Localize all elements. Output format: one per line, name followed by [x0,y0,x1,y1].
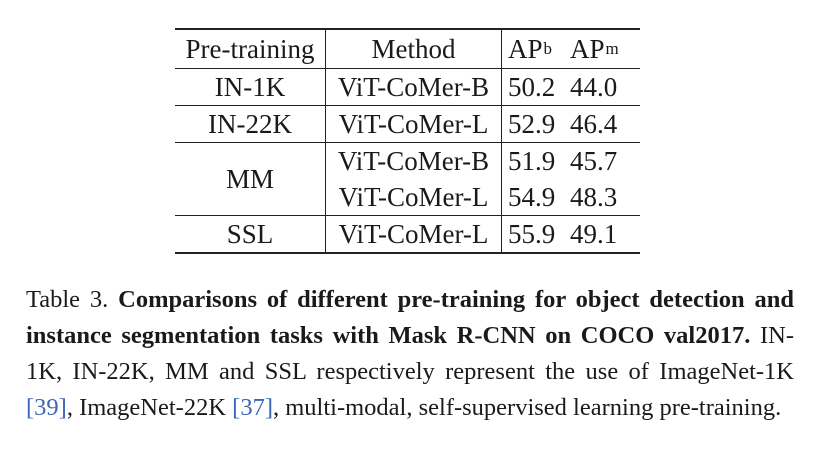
cell-ap-box: 54.9 [508,181,556,212]
caption-body: , ImageNet-22K [66,394,227,421]
cell-pretraining: MM [175,142,326,216]
cell-ap-mask: 45.7 [570,142,640,179]
cell-method: ViT-CoMer-B [325,142,502,179]
citation-link[interactable]: [37] [232,394,273,421]
table-row: IN-22K ViT-CoMer-L 52.9 46.4 [175,105,640,143]
header-ap-mask-sup: m [605,38,619,58]
cell-ap-box: 52.9 [501,105,570,143]
cell-ap-box: 50.2 [501,68,570,106]
caption-label: Table 3. [26,286,109,313]
cell-method: ViT-CoMer-L [325,215,502,254]
cell-method: ViT-CoMer-L [325,179,502,216]
cell-ap-mask: 48.3 [570,181,618,212]
results-table: Pre-training Method APb APm IN-1K ViT-Co… [175,28,640,254]
header-ap-mask: APm [570,28,640,69]
cell-method: ViT-CoMer-L [325,105,502,143]
table-header-row: Pre-training Method APb APm [175,28,640,69]
cell-method: ViT-CoMer-B [325,68,502,106]
cell-ap-box: 55.9 [501,215,570,254]
caption-title: Comparisons of different pre-training fo… [26,286,795,349]
citation-link[interactable]: [39] [26,394,67,421]
header-ap-box-sup: b [543,38,553,58]
cell-ap-mask: 49.1 [570,215,640,254]
table-row: SSL ViT-CoMer-L 55.9 49.1 [175,215,640,254]
cell-ap-mask: 46.4 [570,105,640,143]
header-ap-mask-base: AP [570,33,605,64]
table-row: IN-1K ViT-CoMer-B 50.2 44.0 [175,68,640,106]
cell-ap-mask: 44.0 [570,68,640,106]
header-method: Method [325,28,502,69]
caption-body: IN-1K, IN-22K, MM and SSL respectively r… [26,322,794,385]
cell-pretraining: SSL [175,215,326,254]
cell-ap-box: 51.9 [501,142,570,179]
table-row: MM ViT-CoMer-B 51.9 45.7 [175,142,640,216]
cell-pretraining: IN-22K [175,105,326,143]
header-pretraining: Pre-training [175,28,326,69]
header-ap-box: APb [501,28,570,69]
table-caption: Table 3. Comparisons of different pre-tr… [26,282,794,426]
header-ap-box-base: AP [508,33,543,64]
table-row: ViT-CoMer-L 54.9 48.3 [175,179,640,216]
results-table-container: Pre-training Method APb APm IN-1K ViT-Co… [175,28,640,254]
caption-body: , multi-modal, self-supervised learning … [272,394,782,421]
cell-pretraining: IN-1K [175,68,326,106]
